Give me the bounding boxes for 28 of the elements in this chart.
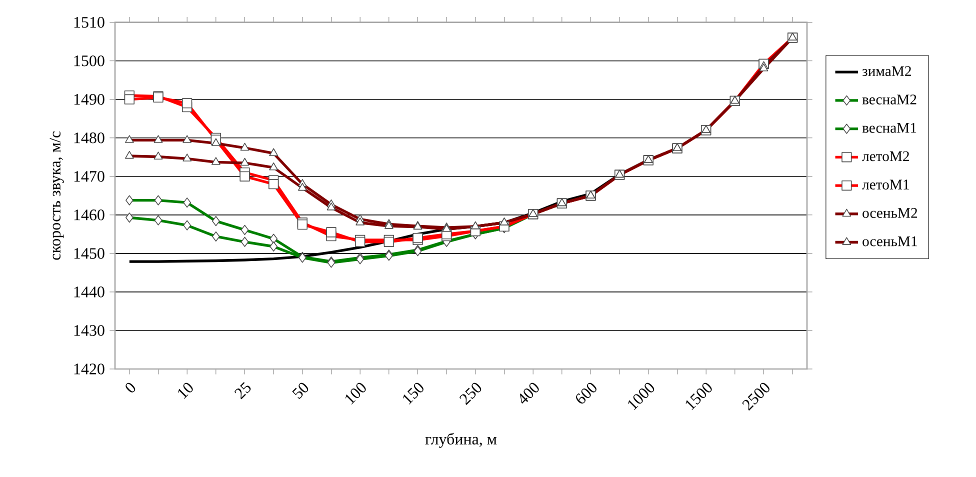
x-tick-label: 50 [292,382,308,399]
y-tick-label: 1430 [74,325,104,336]
y-tick-label: 1450 [74,248,104,259]
legend-label: зимаM2 [862,66,911,76]
x-tick-label: 150 [403,382,424,404]
y-tick-label: 1470 [74,171,104,182]
x-tick-label: 400 [520,382,539,404]
y-tick-label: 1440 [74,286,104,298]
x-tick-label: 10 [178,382,193,399]
legend-label: летоM1 [862,180,909,190]
x-tick-label: 25 [234,382,251,400]
legend-label: осеньM2 [862,208,918,218]
y-tick-label: 1500 [74,55,104,66]
x-axis-title: глубина, м [425,432,497,448]
y-axis-title: скорость звука, м/с [50,131,64,260]
y-tick-label: 1460 [74,210,104,220]
x-tick-label: 250 [459,382,482,405]
legend-label: веснаM2 [862,94,916,104]
x-tick-label: 100 [345,382,366,404]
y-tick-label: 1510 [74,16,104,28]
legend-label: осеньM1 [862,236,917,246]
y-tick-label: 1490 [74,94,104,105]
x-tick-label: 600 [576,382,596,404]
y-tick-label: 1480 [74,132,104,144]
legend-label: веснаM1 [862,122,916,133]
y-tick-label: 1420 [74,364,104,374]
legend-label: летоM2 [862,151,909,162]
x-tick-label: 0 [126,382,136,392]
